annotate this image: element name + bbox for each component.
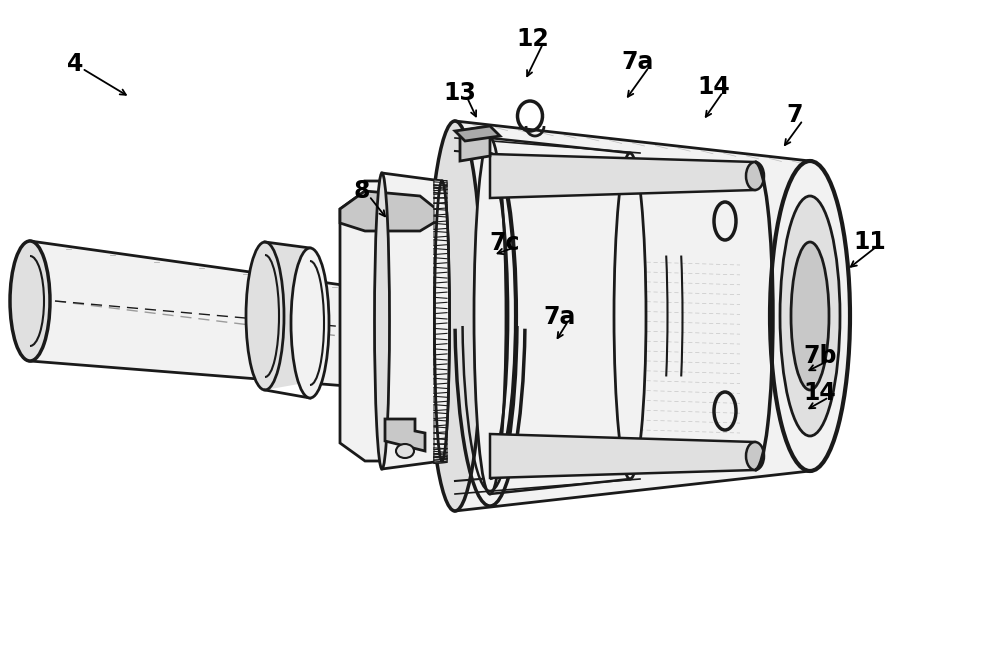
Ellipse shape: [10, 241, 50, 361]
Ellipse shape: [291, 248, 329, 398]
Polygon shape: [434, 433, 447, 439]
Ellipse shape: [770, 161, 850, 471]
Polygon shape: [434, 452, 447, 458]
Text: 7a: 7a: [622, 50, 654, 74]
Polygon shape: [434, 339, 447, 345]
Polygon shape: [434, 197, 447, 203]
Ellipse shape: [434, 181, 450, 461]
Polygon shape: [434, 405, 447, 411]
Ellipse shape: [434, 181, 450, 461]
Ellipse shape: [791, 242, 829, 390]
Polygon shape: [434, 240, 447, 246]
Polygon shape: [434, 387, 447, 393]
Text: 11: 11: [854, 229, 886, 254]
Polygon shape: [434, 277, 447, 283]
Polygon shape: [434, 413, 447, 419]
Polygon shape: [434, 307, 447, 313]
Ellipse shape: [474, 138, 506, 494]
Polygon shape: [434, 297, 447, 303]
Polygon shape: [434, 267, 447, 273]
Polygon shape: [434, 458, 447, 464]
Ellipse shape: [780, 196, 840, 436]
Text: 4: 4: [67, 52, 83, 76]
Polygon shape: [382, 173, 442, 469]
Polygon shape: [340, 181, 445, 461]
Polygon shape: [434, 231, 447, 238]
Polygon shape: [460, 126, 490, 161]
Polygon shape: [30, 241, 385, 389]
Polygon shape: [490, 434, 755, 478]
Polygon shape: [434, 188, 447, 194]
Polygon shape: [434, 378, 447, 384]
Polygon shape: [455, 121, 810, 511]
Text: 7a: 7a: [544, 305, 576, 329]
Polygon shape: [434, 258, 447, 264]
Text: 14: 14: [804, 380, 836, 405]
Polygon shape: [434, 420, 447, 426]
Text: 8: 8: [354, 179, 370, 203]
Polygon shape: [434, 203, 447, 209]
Polygon shape: [490, 154, 755, 198]
Polygon shape: [385, 419, 425, 451]
Polygon shape: [434, 193, 447, 199]
Ellipse shape: [374, 173, 390, 469]
Polygon shape: [434, 223, 447, 229]
Polygon shape: [434, 328, 447, 334]
Polygon shape: [434, 439, 447, 445]
Polygon shape: [434, 444, 447, 450]
Text: 7b: 7b: [803, 344, 837, 368]
Polygon shape: [434, 287, 447, 293]
Polygon shape: [434, 427, 447, 433]
Polygon shape: [434, 216, 447, 222]
Ellipse shape: [428, 121, 482, 511]
Polygon shape: [265, 242, 310, 390]
Polygon shape: [340, 191, 445, 231]
Polygon shape: [434, 209, 447, 215]
Polygon shape: [434, 349, 447, 355]
Polygon shape: [490, 138, 630, 494]
Text: 13: 13: [444, 81, 476, 105]
Polygon shape: [434, 456, 447, 462]
Polygon shape: [434, 397, 447, 403]
Polygon shape: [434, 248, 447, 254]
Ellipse shape: [746, 442, 764, 470]
Ellipse shape: [614, 153, 646, 479]
Polygon shape: [455, 126, 500, 141]
Polygon shape: [434, 180, 447, 186]
Ellipse shape: [396, 444, 414, 458]
Polygon shape: [434, 454, 447, 460]
Polygon shape: [434, 182, 447, 188]
Polygon shape: [434, 448, 447, 454]
Polygon shape: [434, 185, 447, 191]
Text: 12: 12: [517, 27, 549, 51]
Text: 7: 7: [787, 103, 803, 127]
Polygon shape: [434, 359, 447, 365]
Text: 14: 14: [698, 75, 730, 99]
Text: 7c: 7c: [490, 231, 520, 255]
Polygon shape: [434, 369, 447, 374]
Ellipse shape: [246, 242, 284, 390]
Ellipse shape: [746, 162, 764, 190]
Polygon shape: [434, 318, 447, 324]
